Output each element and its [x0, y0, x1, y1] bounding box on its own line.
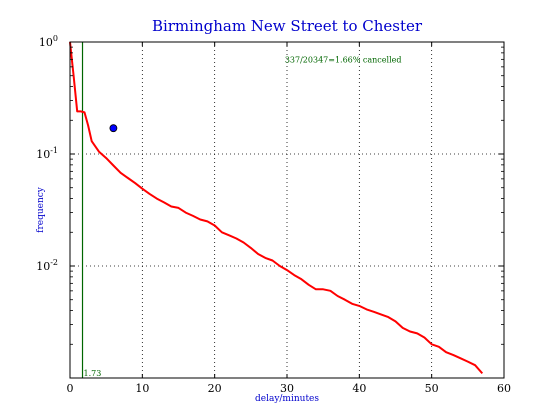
series-layer: 1.73 [69, 41, 484, 378]
x-tick-label: 30 [280, 382, 294, 395]
x-tick-label: 50 [425, 382, 439, 395]
cancelled-marker [109, 124, 118, 133]
x-tick-label: 10 [135, 382, 149, 395]
grid-layer [70, 42, 504, 378]
cancelled-annotation: 337/20347=1.66% cancelled [285, 55, 402, 64]
y-tick-label: 100 [39, 34, 58, 49]
y-tick-label: 10-1 [36, 146, 58, 161]
delay-frequency-line [69, 41, 484, 375]
chart-title: Birmingham New Street to Chester [152, 17, 423, 35]
x-axis-label: delay/minutes [255, 394, 319, 404]
x-tick-label: 40 [352, 382, 366, 395]
x-tick-label: 0 [67, 382, 74, 395]
x-tick-label: 20 [208, 382, 222, 395]
y-axis-label: frequency [36, 186, 46, 233]
y-tick-label: 10-2 [36, 258, 58, 273]
x-tick-label: 60 [497, 382, 511, 395]
plot-frame [69, 41, 505, 379]
tick-layer: 0 10 20 30 40 50 60 100 10-1 10-2 [36, 34, 511, 395]
median-label: 1.73 [84, 369, 102, 378]
